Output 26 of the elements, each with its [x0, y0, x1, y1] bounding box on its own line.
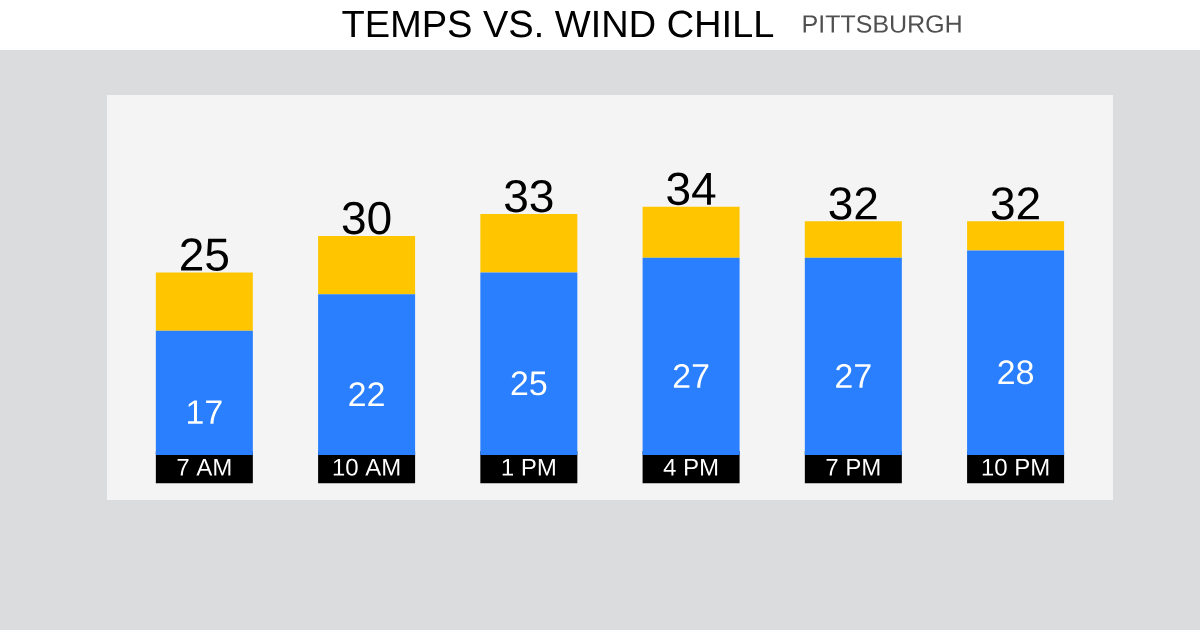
data-label: 27 [673, 363, 709, 388]
data-label: 28 [998, 360, 1034, 385]
chart-subtitle: PITTSBURGH [803, 15, 961, 33]
x-tick-label: 1 PM [502, 458, 555, 476]
data-label: 17 [188, 400, 222, 424]
total-label: 25 [181, 238, 228, 271]
total-label: 32 [991, 187, 1039, 220]
x-tick-label: 7 AM [177, 458, 231, 476]
bar [155, 272, 253, 331]
bar [967, 221, 1065, 251]
data-label: 25 [511, 371, 547, 396]
bar [804, 221, 902, 258]
x-tick-label: 7 PM [826, 458, 880, 476]
data-label: 22 [349, 382, 384, 406]
total-label: 32 [829, 187, 877, 220]
chart-title: TEMPS VS. WIND CHILL [342, 10, 774, 38]
total-label: 30 [342, 201, 391, 235]
bar [318, 235, 416, 295]
data-label: 27 [836, 363, 871, 388]
total-label: 34 [667, 172, 716, 206]
x-tick-label: 10 AM [333, 458, 400, 476]
x-tick-label: 10 PM [982, 458, 1049, 476]
total-label: 33 [505, 179, 553, 213]
x-tick-label: 4 PM [663, 458, 718, 476]
bar [642, 206, 740, 258]
bar [480, 214, 578, 273]
